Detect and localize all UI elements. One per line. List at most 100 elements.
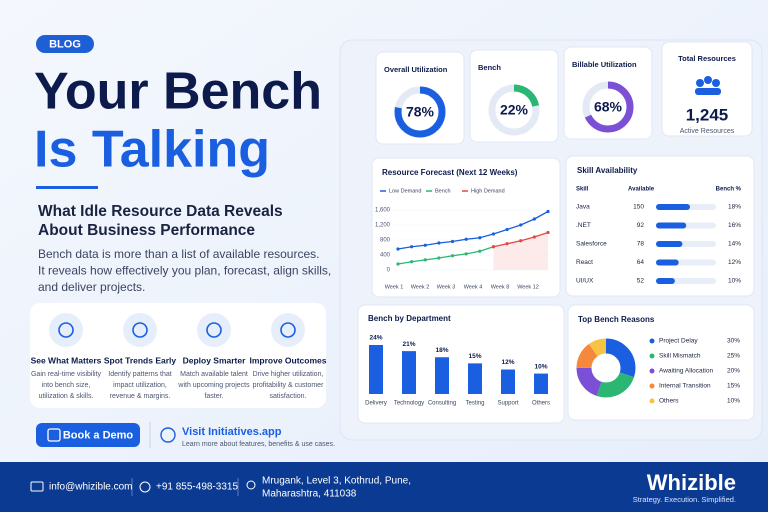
- kpi-value: 22%: [500, 102, 529, 118]
- skill-name: React: [576, 259, 593, 266]
- footer-tagline: Strategy. Execution. Simplified.: [633, 495, 736, 504]
- point: [410, 245, 414, 249]
- area: [493, 232, 548, 270]
- feature-text: Identify patterns that: [108, 371, 171, 378]
- value-label: 20%: [727, 368, 740, 375]
- legend-label: High Demand: [471, 188, 505, 194]
- kpi-title: Bench: [478, 63, 501, 72]
- point: [450, 239, 455, 244]
- donut-arc: [582, 81, 634, 133]
- feature-icon: [123, 313, 157, 347]
- pie-slice: [576, 338, 636, 398]
- subtitle: What Idle Resource Data Reveals: [38, 203, 283, 220]
- point: [464, 237, 468, 241]
- feature-text: Gain real-time visibility: [31, 371, 102, 378]
- point: [491, 232, 496, 236]
- demo-button[interactable]: [36, 423, 140, 447]
- skill-available: 92: [637, 222, 645, 229]
- blog-tag: BLOG: [49, 38, 81, 50]
- x-tick-label: Support: [497, 401, 518, 407]
- legend-swatch: [649, 383, 655, 389]
- line: [397, 246, 494, 265]
- legend-label: Awaiting Allocation: [659, 368, 713, 375]
- skill-name: .NET: [576, 222, 591, 229]
- blog-tag-pill: [36, 35, 94, 53]
- feature-text: utilization & skills.: [39, 393, 94, 400]
- bar: [656, 204, 690, 210]
- x-tick-label: Week 3: [437, 284, 456, 290]
- feature-icon-glyph: [280, 322, 296, 338]
- table-header: Bench %: [716, 187, 742, 193]
- subtitle: About Business Performance: [38, 222, 255, 239]
- skill-available: 78: [637, 241, 645, 248]
- value-label: 21%: [402, 341, 415, 348]
- legend-swatch: [649, 338, 655, 344]
- point: [505, 242, 509, 246]
- feature-icon-glyph: [58, 322, 74, 338]
- skill-available: 150: [633, 204, 644, 211]
- headline: Is Talking: [34, 121, 270, 179]
- chart-title: Top Bench Reasons: [578, 315, 655, 324]
- chart-title: Resource Forecast (Next 12 Weeks): [382, 168, 518, 177]
- value-label: 10%: [727, 398, 740, 405]
- bar: [468, 363, 482, 394]
- value-label: 12%: [501, 359, 514, 366]
- footer-email: info@whizible.com: [49, 482, 133, 493]
- footer-address: Mrugank, Level 3, Kothrud, Pune,: [262, 476, 411, 487]
- legend-label: Project Delay: [659, 338, 698, 345]
- y-tick-label: 800: [380, 238, 391, 244]
- x-tick-label: Week 4: [464, 284, 483, 290]
- value-label: 18%: [435, 347, 448, 354]
- feature-text: faster.: [204, 393, 223, 400]
- table-header: Skill: [576, 187, 589, 193]
- skill-name: Java: [576, 204, 590, 211]
- legend-swatch: [649, 368, 655, 374]
- point: [505, 227, 509, 232]
- legend-label: Skill Mismatch: [659, 353, 701, 360]
- legend-label: Others: [659, 398, 679, 405]
- feature-text: impact utilization,: [113, 382, 167, 389]
- chart-title: Skill Availability: [577, 166, 638, 175]
- kpi-value: 68%: [594, 99, 623, 115]
- feature-icon: [271, 313, 305, 347]
- feature-icon-glyph: [206, 322, 222, 338]
- y-tick-label: 0: [387, 268, 391, 274]
- point: [519, 239, 523, 243]
- x-tick-label: Week 8: [491, 284, 510, 290]
- feature-icon: [49, 313, 83, 347]
- x-tick-label: Week 1: [385, 284, 404, 290]
- visit-link: Visit Initiatives.app: [182, 426, 282, 438]
- bar: [435, 357, 449, 394]
- chart-title: Bench by Department: [368, 314, 451, 323]
- value-label: 15%: [468, 353, 481, 360]
- legend-swatch: [649, 353, 655, 359]
- total-sub: Active Resources: [680, 128, 735, 135]
- feature-text: with upcoming projects: [177, 382, 250, 389]
- table-header: Available: [628, 187, 655, 193]
- features-card: [30, 303, 326, 408]
- point: [546, 230, 550, 235]
- skill-name: UI/UX: [576, 278, 594, 285]
- point: [450, 254, 455, 258]
- bar: [534, 373, 548, 394]
- kpi-title: Overall Utilization: [384, 65, 448, 74]
- pie-slice: [576, 338, 636, 398]
- bar: [501, 369, 515, 394]
- x-tick-label: Week 2: [411, 284, 430, 290]
- kpi-title: Billable Utilization: [572, 60, 637, 69]
- point: [532, 235, 536, 239]
- point: [491, 245, 496, 249]
- value-label: 10%: [534, 363, 547, 370]
- intro: Bench data is more than a list of availa…: [38, 247, 319, 261]
- footer: [0, 462, 768, 512]
- kpi-value: 78%: [406, 104, 435, 120]
- feature-text: Drive higher utilization,: [253, 371, 324, 378]
- feature-text: profitability & customer: [253, 382, 324, 389]
- feature-text: into bench size,: [42, 382, 91, 389]
- bar: [656, 222, 687, 229]
- point: [478, 236, 482, 240]
- footer-address: Maharashtra, 411038: [262, 489, 357, 500]
- people-icon: [704, 76, 712, 84]
- x-tick-label: Others: [532, 401, 550, 407]
